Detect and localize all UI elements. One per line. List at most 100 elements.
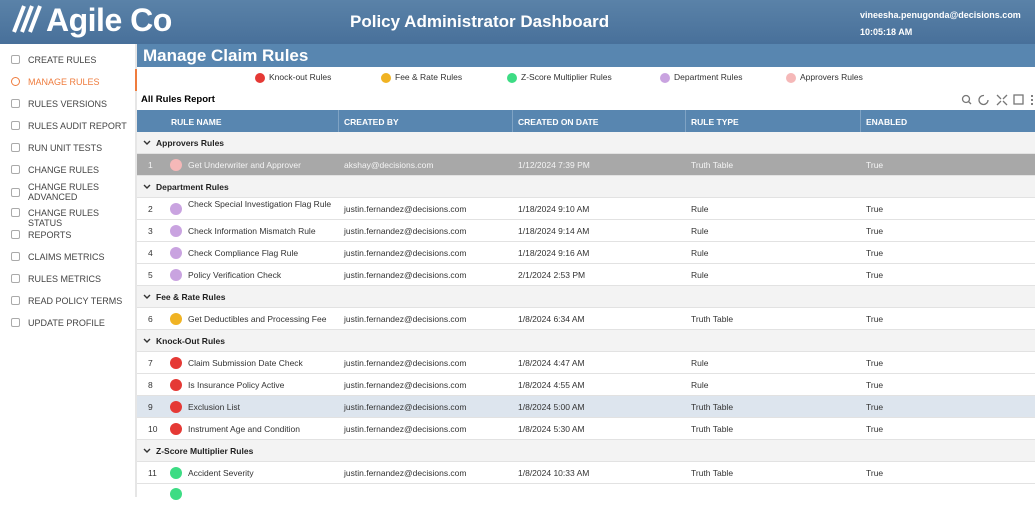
- cell: justin.fernandez@decisions.com: [344, 248, 467, 258]
- legend-item[interactable]: Department Rules: [660, 71, 743, 83]
- cell: True: [866, 160, 884, 170]
- column-divider: [685, 110, 686, 132]
- collapse-chevron[interactable]: [143, 337, 151, 345]
- rule-color-dot: [170, 467, 182, 479]
- cell: Truth Table: [691, 424, 734, 434]
- nav-icon: [11, 252, 20, 261]
- cell: 2/1/2024 2:53 PM: [518, 270, 586, 280]
- rule-row[interactable]: 9 Exclusion List justin.fernandez@decision…: [137, 396, 1035, 418]
- group-row[interactable]: Z-Score Multiplier Rules: [137, 440, 1035, 462]
- collapse-chevron[interactable]: [143, 447, 151, 455]
- column-header[interactable]: RULE NAME: [171, 117, 222, 127]
- rule-color-dot: [170, 247, 182, 259]
- refresh-icon[interactable]: [978, 94, 989, 106]
- group-row[interactable]: Fee & Rate Rules: [137, 286, 1035, 308]
- expand-icon[interactable]: [996, 94, 1008, 106]
- nav-item[interactable]: CHANGE RULES: [28, 165, 100, 175]
- column-header[interactable]: CREATED BY: [344, 117, 399, 127]
- nav-item[interactable]: RULES VERSIONS: [28, 99, 108, 109]
- rule-color-dot: [170, 159, 182, 171]
- nav-item[interactable]: CHANGE RULES ADVANCED: [28, 182, 100, 202]
- column-header[interactable]: ENABLED: [866, 117, 908, 127]
- header: Agile Co Policy Administrator Dashboard …: [0, 0, 1035, 44]
- rule-row[interactable]: 6 Get Deductibles and Processing Fee justi…: [137, 308, 1035, 330]
- legend-item[interactable]: Knock-out Rules: [255, 71, 331, 83]
- legend-item[interactable]: Fee & Rate Rules: [381, 71, 462, 83]
- cell: Claim Submission Date Check: [188, 358, 303, 368]
- nav-item[interactable]: UPDATE PROFILE: [28, 318, 105, 328]
- legend-dot: [381, 72, 391, 83]
- nav-icon: [11, 165, 20, 174]
- nav-item[interactable]: RULES AUDIT REPORT: [28, 121, 127, 131]
- nav-item[interactable]: READ POLICY TERMS: [28, 296, 123, 306]
- toolbar: [961, 94, 1033, 106]
- cell: Get Underwriter and Approver: [188, 160, 301, 170]
- row-number: 9: [148, 402, 153, 412]
- group-name: Fee & Rate Rules: [156, 292, 226, 302]
- user-email[interactable]: vineesha.penugonda@decisions.com: [860, 10, 1021, 20]
- collapse-chevron[interactable]: [143, 183, 151, 191]
- rule-row[interactable]: 11 Accident Severity justin.fernandez@deci…: [137, 462, 1035, 484]
- group-row[interactable]: Knock-Out Rules: [137, 330, 1035, 352]
- nav-item[interactable]: RULES METRICS: [28, 274, 102, 284]
- collapse-chevron[interactable]: [143, 293, 151, 301]
- report-title: All Rules Report: [141, 94, 215, 105]
- group-row[interactable]: Department Rules: [137, 176, 1035, 198]
- nav-item[interactable]: REPORTS: [28, 230, 72, 240]
- cell: True: [866, 424, 884, 434]
- legend-item[interactable]: Z-Score Multiplier Rules: [507, 71, 612, 83]
- cell: 1/18/2024 9:10 AM: [518, 204, 590, 214]
- column-header[interactable]: RULE TYPE: [691, 117, 739, 127]
- cell: True: [866, 248, 884, 258]
- rule-row[interactable]: 4 Check Compliance Flag Rule justin.fernan…: [137, 242, 1035, 264]
- rule-color-dot: [170, 401, 182, 413]
- cell: 1/18/2024 9:16 AM: [518, 248, 590, 258]
- cell: Truth Table: [691, 314, 734, 324]
- rule-row[interactable]: 7 Claim Submission Date Check justin.ferna…: [137, 352, 1035, 374]
- row-number: 4: [148, 248, 153, 258]
- cell: Accident Severity: [188, 468, 254, 478]
- rule-row[interactable]: 10 Instrument Age and Condition justin.fer…: [137, 418, 1035, 440]
- logo[interactable]: Agile Co: [10, 2, 172, 39]
- nav-item[interactable]: CREATE RULES: [28, 55, 97, 65]
- rule-row[interactable]: 5 Policy Verification Check justin.fernand…: [137, 264, 1035, 286]
- group-name: Department Rules: [156, 182, 229, 192]
- nav-icon: [11, 77, 20, 86]
- export-icon[interactable]: [1013, 94, 1024, 105]
- group-row[interactable]: Approvers Rules: [137, 132, 1035, 154]
- nav-item[interactable]: MANAGE RULES: [28, 77, 100, 87]
- cell: justin.fernandez@decisions.com: [344, 270, 467, 280]
- row-number: 7: [148, 358, 153, 368]
- group-name: Z-Score Multiplier Rules: [156, 446, 254, 456]
- cell: justin.fernandez@decisions.com: [344, 402, 467, 412]
- rule-color-dot: [170, 379, 182, 391]
- rule-row[interactable]: 3 Check Information Mismatch Rule justin.f…: [137, 220, 1035, 242]
- search-icon[interactable]: [961, 94, 971, 104]
- cell: 1/8/2024 5:30 AM: [518, 424, 585, 434]
- legend-item[interactable]: Approvers Rules: [786, 71, 863, 83]
- cell: Policy Verification Check: [188, 270, 282, 280]
- cell: justin.fernandez@decisions.com: [344, 424, 467, 434]
- sidebar: CREATE RULES MANAGE RULES RULES VERSIONS RU…: [0, 44, 137, 497]
- nav-item[interactable]: RUN UNIT TESTS: [28, 143, 103, 153]
- row-number: 3: [148, 226, 153, 236]
- cell: 1/8/2024 5:00 AM: [518, 402, 585, 412]
- row-number: 10: [148, 424, 158, 434]
- column-header[interactable]: CREATED ON DATE: [518, 117, 599, 127]
- rule-row[interactable]: 1 Get Underwriter and Approver akshay@deci…: [137, 154, 1035, 176]
- nav-item[interactable]: CLAIMS METRICS: [28, 252, 105, 262]
- collapse-chevron[interactable]: [143, 139, 151, 147]
- row-number: 1: [148, 160, 153, 170]
- cell: Truth Table: [691, 468, 734, 478]
- rule-row[interactable]: 8 Is Insurance Policy Active justin.fernan…: [137, 374, 1035, 396]
- nav-item[interactable]: CHANGE RULES STATUS: [28, 208, 100, 228]
- cell: Check Special Investigation Flag Rule: [188, 199, 332, 209]
- cell: True: [866, 270, 884, 280]
- cell: Rule: [691, 204, 709, 214]
- rule-row[interactable]: 2 Check Special Investigation Flag Rule ju…: [137, 198, 1035, 220]
- row-number: 8: [148, 380, 153, 390]
- cell: justin.fernandez@decisions.com: [344, 468, 467, 478]
- active-indicator: [135, 69, 137, 91]
- column-divider: [338, 110, 339, 132]
